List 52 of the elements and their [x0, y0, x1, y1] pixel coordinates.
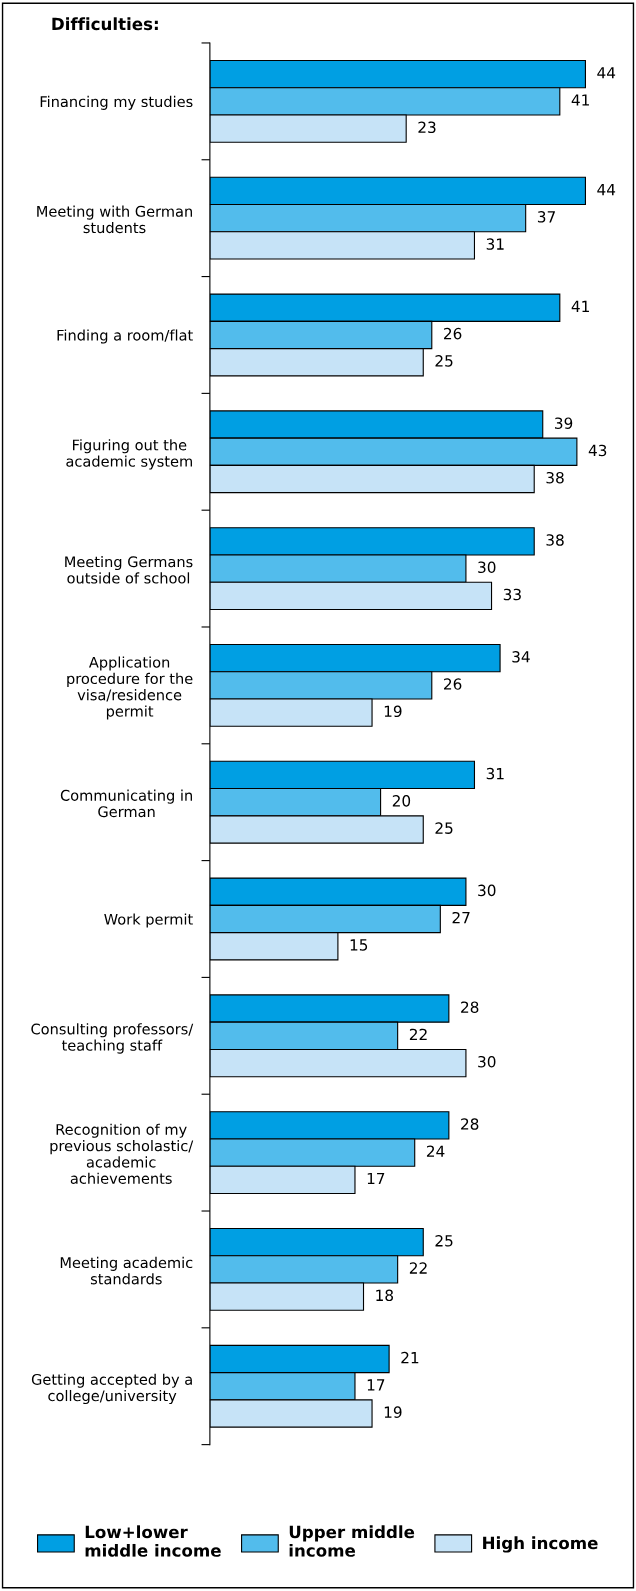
data-label: 26 [444, 678, 462, 690]
data-label: 28 [461, 1001, 479, 1013]
data-label: 22 [409, 1262, 427, 1274]
chart-title: Difficulties: [52, 17, 158, 31]
data-label: 26 [444, 327, 462, 340]
y-tick-label: Finding a room/flat [57, 329, 193, 344]
y-tick-label: Work permit [104, 913, 193, 928]
y-tick-label: Recognition of my previous scholastic/ academic achievements [50, 1123, 194, 1184]
data-label: 19 [384, 705, 402, 718]
data-label: 22 [409, 1028, 427, 1041]
data-label: 34 [512, 651, 530, 663]
y-tick-label: Application procedure for the visa/residence permit [67, 656, 193, 720]
y-tick-label: Consulting professors/ teaching staff [31, 1023, 194, 1054]
data-label: 38 [546, 471, 564, 484]
data-label: 44 [597, 183, 616, 196]
data-label: 37 [537, 211, 555, 223]
data-label: 28 [461, 1118, 479, 1130]
y-tick-label: Meeting Germans outside of school [65, 555, 193, 584]
data-label: 41 [571, 94, 589, 106]
y-tick-label: Financing my studies [40, 95, 193, 110]
data-label: 25 [435, 1235, 453, 1247]
data-label: 25 [435, 822, 453, 834]
data-label: 27 [452, 911, 470, 924]
data-label: 24 [426, 1145, 445, 1157]
y-tick-label: Getting accepted by a college/university [31, 1373, 192, 1405]
legend-label: High income [483, 1536, 598, 1553]
data-label: 18 [376, 1289, 394, 1302]
data-label: 31 [486, 767, 504, 780]
data-label: 41 [571, 300, 589, 312]
data-label: 33 [503, 588, 521, 601]
data-label: 30 [478, 1055, 496, 1068]
legend-label: Upper middle income [289, 1525, 415, 1557]
legend-label: Low+lower middle income [85, 1525, 221, 1557]
data-label: 31 [486, 238, 504, 250]
data-label: 23 [418, 121, 436, 134]
data-label: 15 [350, 939, 368, 951]
y-tick-label: Communicating in German [60, 789, 192, 818]
data-label: 19 [384, 1406, 402, 1418]
data-label: 43 [588, 444, 607, 457]
data-label: 30 [478, 561, 496, 574]
data-label: 17 [367, 1172, 385, 1185]
data-label: 44 [597, 67, 616, 79]
data-label: 30 [478, 884, 496, 897]
data-label: 25 [435, 355, 453, 367]
data-label: 17 [367, 1379, 385, 1391]
data-label: 21 [401, 1351, 419, 1364]
y-tick-label: Meeting with German students [37, 205, 192, 234]
y-tick-label: Figuring out the academic system [66, 439, 192, 470]
y-tick-label: Meeting academic standards [60, 1256, 193, 1285]
data-label: 38 [546, 534, 564, 546]
data-label: 39 [555, 417, 573, 429]
data-label: 20 [392, 795, 411, 807]
